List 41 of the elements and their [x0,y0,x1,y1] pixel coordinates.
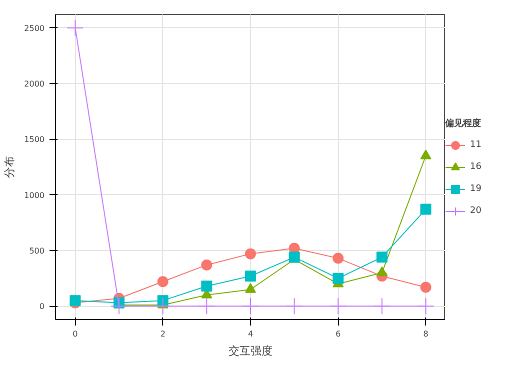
point [245,270,256,282]
point [110,298,128,315]
point [420,204,432,215]
y-tick-label: 2000 [24,80,44,89]
point [245,283,256,293]
point [201,280,212,292]
point [242,298,259,315]
x-tick-label: 8 [423,330,428,338]
x-tick-label: 6 [336,330,341,338]
point [245,248,256,260]
point [376,266,388,276]
point [201,259,212,270]
point [332,252,344,264]
point [198,298,216,315]
x-tick-label: 0 [72,330,78,338]
point [330,298,347,315]
legend-label: 11 [470,140,482,150]
y-axis-title: 分布 [3,156,16,178]
point [66,19,84,36]
x-tick-label: 2 [160,330,166,338]
legend-label: 20 [470,206,482,216]
y-tick-label: 2500 [24,24,44,33]
point [332,272,344,284]
y-tick-label: 1000 [24,190,44,200]
y-tick-label: 1500 [24,135,44,144]
point [286,298,303,315]
x-axis-title: 交互强度 [228,344,272,358]
point [417,298,434,315]
point [420,150,432,160]
legend-label: 19 [470,184,482,194]
y-tick-label: 0 [39,302,45,312]
legend-title: 偏见程度 [445,117,482,130]
point [376,252,388,263]
legend-label: 16 [470,162,482,172]
point [157,276,168,288]
y-tick-label: 500 [29,246,45,256]
point [420,282,432,293]
point [154,298,172,315]
point [157,295,168,306]
x-tick-label: 4 [248,330,254,338]
point [373,298,390,315]
